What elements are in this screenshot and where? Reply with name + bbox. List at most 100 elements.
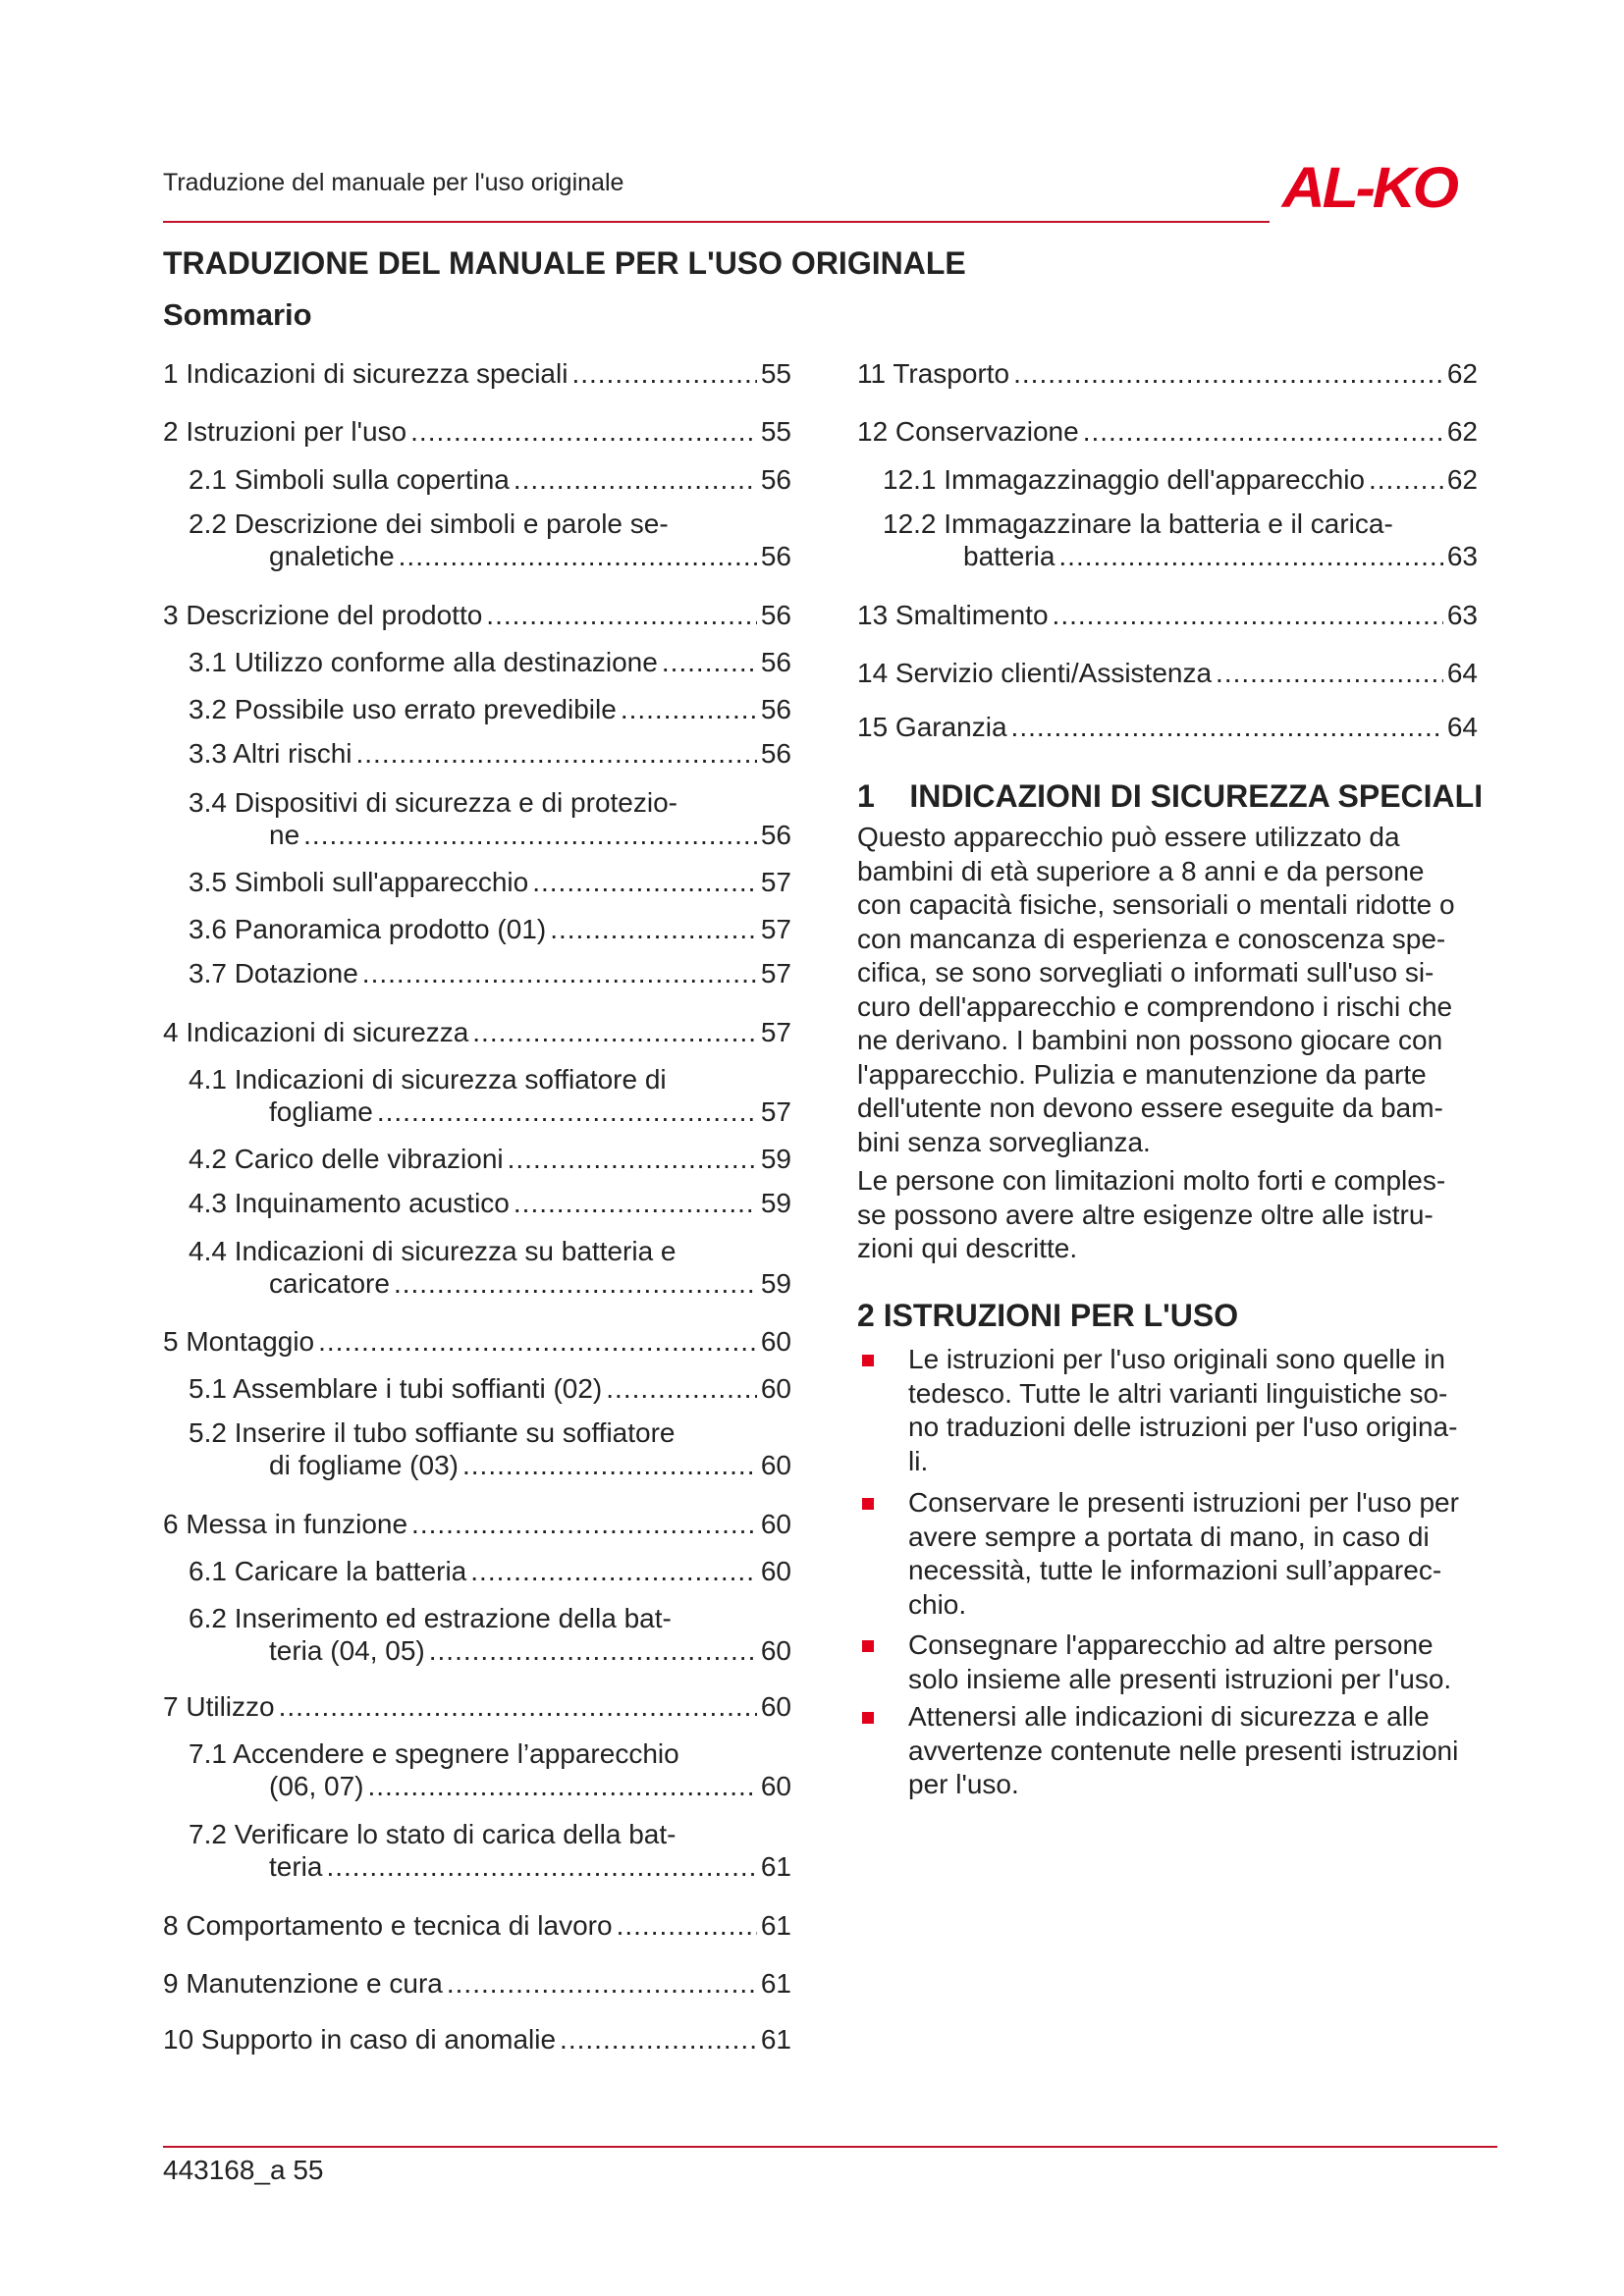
toc-entry-label: teria: [269, 1851, 323, 1882]
dot-leader: [571, 357, 756, 391]
toc-page-number: 60: [760, 1556, 791, 1586]
text-line: avere sempre a portata di mano, in caso …: [908, 1521, 1430, 1552]
toc-entry[interactable]: 14 Servizio clienti/Assistenza 64: [857, 657, 1478, 690]
toc-entry-text[interactable]: 4.4 Indicazioni di sicurezza su batteria…: [189, 1236, 677, 1266]
toc-entry[interactable]: 8 Comportamento e tecnica di lavoro 61: [163, 1909, 791, 1943]
dot-leader: [462, 1449, 757, 1482]
red-square-bullet-icon: [862, 1498, 874, 1510]
dot-leader: [1013, 357, 1443, 391]
text-line: tedesco. Tutte le altri varianti linguis…: [908, 1377, 1448, 1409]
toc-entry-label: 9 Manutenzione e cura: [163, 1968, 443, 1999]
toc-page-number: 56: [760, 738, 791, 769]
toc-entry[interactable]: (06, 07) 60: [269, 1770, 791, 1803]
dot-leader: [1369, 463, 1443, 497]
toc-page-number: 56: [760, 541, 791, 571]
toc-entry[interactable]: 2.1 Simboli sulla copertina 56: [189, 463, 791, 497]
toc-entry[interactable]: 3 Descrizione del prodotto 56: [163, 599, 791, 632]
toc-entry-text[interactable]: 7.1 Accendere e spegnere l’apparecchio: [189, 1738, 679, 1769]
text-line: ne derivano. I bambini non possono gioca…: [857, 1025, 1443, 1055]
toc-entry-label: 3 Descrizione del prodotto: [163, 600, 483, 630]
toc-entry[interactable]: 6.1 Caricare la batteria 60: [189, 1555, 791, 1588]
toc-entry[interactable]: di fogliame (03) 60: [269, 1449, 791, 1482]
toc-entry[interactable]: 11 Trasporto 62: [857, 357, 1478, 391]
toc-entry-text[interactable]: 12.2 Immagazzinare la batteria e il cari…: [883, 508, 1393, 539]
toc-entry[interactable]: 12.1 Immagazzinaggio dell'apparecchio 62: [883, 463, 1478, 497]
toc-entry-text[interactable]: 3.4 Dispositivi di sicurezza e di protez…: [189, 787, 677, 818]
toc-entry[interactable]: fogliame 57: [269, 1095, 791, 1129]
dot-leader: [472, 1016, 757, 1049]
text-line: cifica, se sono sorvegliati o informati …: [857, 957, 1435, 988]
running-header: Traduzione del manuale per l'uso origina…: [163, 169, 624, 196]
toc-entry[interactable]: 3.7 Dotazione 57: [189, 957, 791, 990]
toc-entry[interactable]: 3.5 Simboli sull'apparecchio 57: [189, 866, 791, 899]
text-line: dell'utente non devono essere eseguite d…: [857, 1093, 1443, 1123]
dot-leader: [279, 1690, 757, 1724]
toc-page-number: 60: [760, 1691, 791, 1722]
text-line: solo insieme alle presenti istruzioni pe…: [908, 1663, 1452, 1694]
toc-entry-text[interactable]: 7.2 Verificare lo stato di carica della …: [189, 1819, 677, 1849]
toc-entry[interactable]: 3.6 Panoramica prodotto (01) 57: [189, 913, 791, 946]
dot-leader: [550, 913, 757, 946]
dot-leader: [1011, 711, 1443, 744]
toc-page-number: 61: [760, 1910, 791, 1941]
dot-leader: [447, 1967, 757, 2001]
toc-entry[interactable]: batteria 63: [963, 540, 1478, 573]
toc-entry[interactable]: 3.2 Possibile uso errato prevedibile 56: [189, 693, 791, 726]
dot-leader: [514, 463, 757, 497]
toc-entry[interactable]: 3.3 Altri rischi 56: [189, 737, 791, 771]
dot-leader: [356, 737, 757, 771]
toc-entry[interactable]: 12 Conservazione 62: [857, 415, 1478, 449]
dot-leader: [1058, 540, 1442, 573]
toc-entry[interactable]: teria 61: [269, 1850, 791, 1884]
text-line: Questo apparecchio può essere utilizzato…: [857, 822, 1400, 852]
toc-entry-label: 4.2 Carico delle vibrazioni: [189, 1144, 504, 1174]
toc-entry[interactable]: 6 Messa in funzione 60: [163, 1508, 791, 1541]
toc-entry-text[interactable]: 5.2 Inserire il tubo soffiante su soffia…: [189, 1417, 676, 1448]
toc-entry-label: (06, 07): [269, 1771, 364, 1801]
toc-entry[interactable]: 9 Manutenzione e cura 61: [163, 1967, 791, 2001]
toc-entry[interactable]: caricatore 59: [269, 1267, 791, 1301]
toc-entry-text[interactable]: 6.2 Inserimento ed estrazione della bat-: [189, 1603, 672, 1633]
toc-entry-label: 2 Istruzioni per l'uso: [163, 416, 407, 447]
toc-entry-label: fogliame: [269, 1096, 373, 1127]
toc-entry-label: 1 Indicazioni di sicurezza speciali: [163, 358, 568, 389]
dot-leader: [368, 1770, 757, 1803]
toc-entry-label: 3.1 Utilizzo conforme alla destinazione: [189, 647, 658, 677]
toc-page-number: 63: [1446, 600, 1478, 630]
toc-entry[interactable]: 13 Smaltimento 63: [857, 599, 1478, 632]
toc-page-number: 60: [760, 1450, 791, 1480]
toc-entry[interactable]: 2 Istruzioni per l'uso 55: [163, 415, 791, 449]
toc-entry[interactable]: 10 Supporto in caso di anomalie 61: [163, 2023, 791, 2056]
toc-entry[interactable]: teria (04, 05) 60: [269, 1634, 791, 1668]
toc-page-number: 60: [760, 1326, 791, 1357]
page-number: 443168_a 55: [163, 2155, 324, 2185]
toc-page-number: 56: [760, 647, 791, 677]
toc-entry-text[interactable]: 2.2 Descrizione dei simboli e parole se-: [189, 508, 669, 539]
toc-entry[interactable]: 1 Indicazioni di sicurezza speciali 55: [163, 357, 791, 391]
section-1-paragraph-1: Questo apparecchio può essere utilizzato…: [857, 821, 1455, 1159]
toc-entry[interactable]: 4.3 Inquinamento acustico 59: [189, 1187, 791, 1220]
toc-entry[interactable]: 4.2 Carico delle vibrazioni 59: [189, 1143, 791, 1176]
toc-entry[interactable]: 4 Indicazioni di sicurezza 57: [163, 1016, 791, 1049]
toc-page-number: 61: [760, 1968, 791, 1999]
toc-entry-label: 3.7 Dotazione: [189, 958, 358, 988]
dot-leader: [362, 957, 757, 990]
toc-entry-label: 4 Indicazioni di sicurezza: [163, 1017, 469, 1047]
toc-entry[interactable]: gnaletiche 56: [269, 540, 791, 573]
toc-entry-text[interactable]: 4.1 Indicazioni di sicurezza soffiatore …: [189, 1064, 667, 1095]
dot-leader: [318, 1325, 757, 1359]
toc-entry[interactable]: 5 Montaggio 60: [163, 1325, 791, 1359]
text-line: Le istruzioni per l'uso originali sono q…: [908, 1344, 1445, 1374]
text-line: zioni qui descritte.: [857, 1233, 1078, 1263]
toc-entry[interactable]: 7 Utilizzo 60: [163, 1690, 791, 1724]
toc-entry[interactable]: 5.1 Assemblare i tubi soffianti (02) 60: [189, 1372, 791, 1406]
toc-page-number: 61: [760, 1851, 791, 1882]
toc-entry-label: 3.3 Altri rischi: [189, 738, 352, 769]
toc-entry[interactable]: 3.1 Utilizzo conforme alla destinazione 5…: [189, 646, 791, 679]
toc-entry[interactable]: 15 Garanzia 64: [857, 711, 1478, 744]
dot-leader: [486, 599, 757, 632]
toc-entry-label: teria (04, 05): [269, 1635, 425, 1666]
toc-page-number: 59: [760, 1268, 791, 1299]
toc-entry[interactable]: ne 56: [269, 819, 791, 852]
toc-page-number: 60: [760, 1373, 791, 1404]
